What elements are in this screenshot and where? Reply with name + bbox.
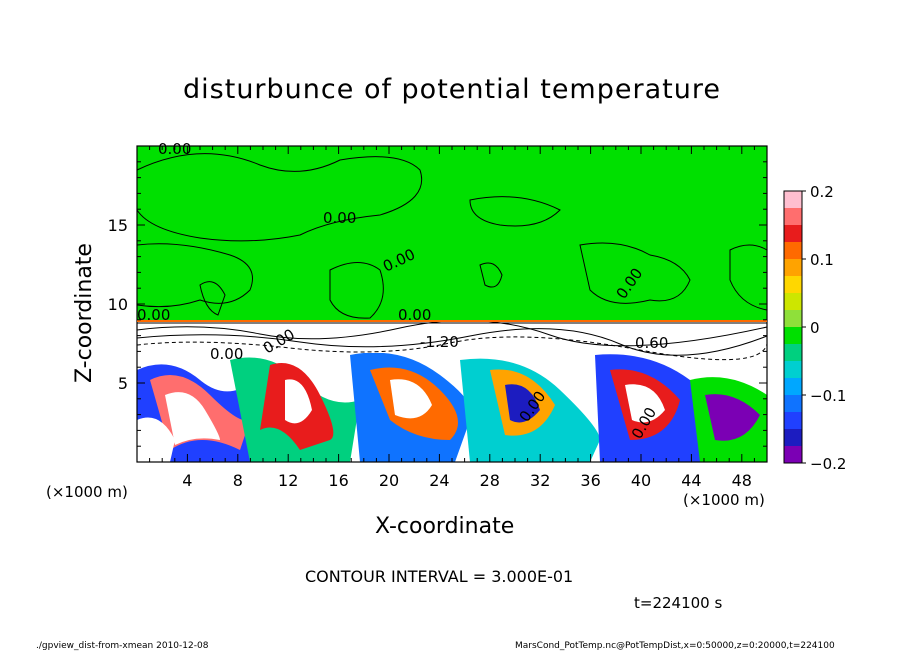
x-tick-label: 32 xyxy=(530,471,550,490)
colorbar-swatch xyxy=(784,395,802,413)
footer-right: MarsCond_PotTemp.nc@PotTempDist,x=0:5000… xyxy=(515,641,835,651)
contour-interval-text: CONTOUR INTERVAL = 3.000E-01 xyxy=(305,567,574,586)
chart-title: disturbunce of potential temperature xyxy=(183,74,721,105)
x-tick-label: 40 xyxy=(631,471,651,490)
y-axis-label: Z-coordinate xyxy=(72,243,97,383)
colorbar-tick-label: −0.2 xyxy=(810,455,846,473)
colorbar-swatch xyxy=(784,191,802,209)
colorbar-swatch xyxy=(784,344,802,362)
x-tick-label: 24 xyxy=(429,471,449,490)
y-tick-label: 10 xyxy=(108,295,128,314)
x-axis-label: X-coordinate xyxy=(375,514,515,539)
colorbar-tick-label: −0.1 xyxy=(810,387,846,405)
x-tick-label: 36 xyxy=(580,471,600,490)
colorbar-swatch xyxy=(784,412,802,430)
x-tick-label: 4 xyxy=(182,471,192,490)
x-axis: 4 8 12 16 20 24 28 32 36 40 44 48 xyxy=(149,146,755,490)
contour-label: 0.00 xyxy=(398,306,431,324)
x-tick-label: 20 xyxy=(379,471,399,490)
colorbar-swatch xyxy=(784,293,802,311)
colorbar-tick-label: 0.1 xyxy=(810,251,834,269)
y-tick-label: 5 xyxy=(118,374,128,393)
colorbar-swatch xyxy=(784,429,802,447)
x-tick-label: 12 xyxy=(278,471,298,490)
colorbar-swatch xyxy=(784,361,802,379)
contour-lines xyxy=(136,153,768,361)
colorbar-swatch xyxy=(784,208,802,226)
y-axis: 5 10 15 xyxy=(108,161,767,447)
upper-field xyxy=(137,146,767,321)
colorbar-swatch xyxy=(784,259,802,277)
colorbar-swatch xyxy=(784,242,802,260)
contour-label: 0.00 xyxy=(323,209,356,227)
colorbar-swatch xyxy=(784,446,802,464)
footer-left: ./gpview_dist-from-xmean 2010-12-08 xyxy=(36,641,209,651)
x-tick-label: 16 xyxy=(328,471,348,490)
x-tick-label: 28 xyxy=(480,471,500,490)
contour-label: 0.00 xyxy=(137,306,170,324)
x-unit-label-left: (×1000 m) xyxy=(46,483,128,501)
colorbar-swatch xyxy=(784,225,802,243)
contour-band xyxy=(137,321,767,353)
x-tick-label: 48 xyxy=(732,471,752,490)
contour-label: 0.00 xyxy=(210,345,243,363)
contour-label: 0.60 xyxy=(635,334,668,352)
x-unit-label-right: (×1000 m) xyxy=(683,491,765,509)
colorbar: 0.2 0.1 0 −0.1 −0.2 xyxy=(783,183,846,473)
turbulent-eddies xyxy=(137,349,767,462)
x-tick-label: 44 xyxy=(681,471,701,490)
colorbar-swatch xyxy=(784,276,802,294)
time-stamp: t=224100 s xyxy=(634,594,723,612)
colorbar-tick-label: 0 xyxy=(810,319,820,337)
x-tick-label: 8 xyxy=(233,471,243,490)
y-tick-label: 15 xyxy=(108,216,128,235)
colorbar-tick-label: 0.2 xyxy=(810,183,834,201)
colorbar-swatch xyxy=(784,327,802,345)
colorbar-swatch xyxy=(784,378,802,396)
contour-label: -1.20 xyxy=(420,333,459,351)
colorbar-swatch xyxy=(784,310,802,328)
